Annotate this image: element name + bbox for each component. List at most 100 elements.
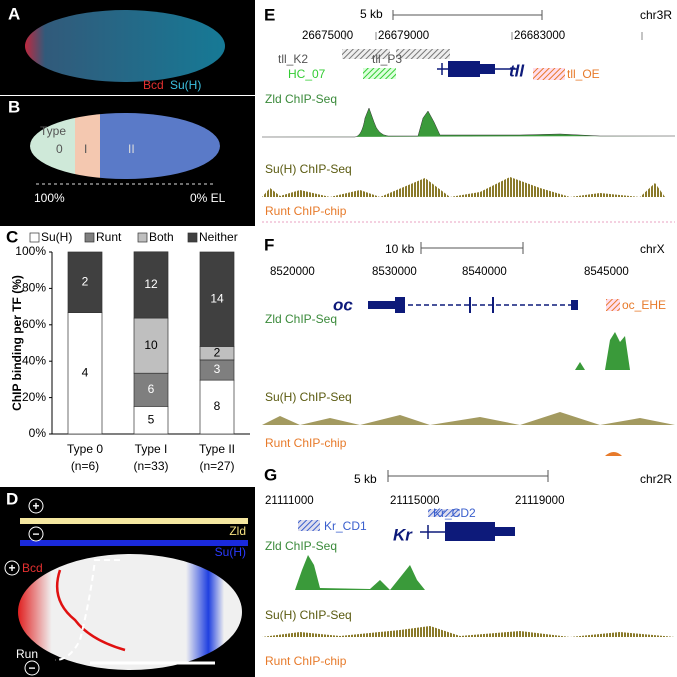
sign: − xyxy=(32,527,39,541)
sign-circle xyxy=(28,498,44,514)
bar-segment xyxy=(133,317,169,374)
region-title: Type xyxy=(40,124,66,138)
element-box xyxy=(363,68,396,79)
element-box xyxy=(533,68,565,80)
region-label: I xyxy=(84,142,87,156)
gene-exon xyxy=(571,300,578,310)
coord: 8545000 xyxy=(584,266,629,278)
panel-label: D xyxy=(6,489,18,508)
legend-swatch xyxy=(187,232,198,243)
sign: + xyxy=(32,499,39,513)
element-box xyxy=(428,509,460,517)
axis-end: 0% EL xyxy=(190,191,226,205)
track-label: Zld ChIP-Seq xyxy=(265,312,337,326)
count-label: 14 xyxy=(210,291,224,305)
bar-segment xyxy=(133,372,169,407)
suh-track xyxy=(262,626,675,637)
coord: 8530000 xyxy=(372,266,417,278)
panel-label: G xyxy=(264,465,277,484)
count-label: 10 xyxy=(144,338,158,352)
legend-label: Runt xyxy=(96,230,122,244)
scale-bar xyxy=(387,470,549,482)
chrom: chrX xyxy=(640,242,665,256)
coord-ticks xyxy=(344,32,643,40)
gene-name: Kr xyxy=(393,525,413,544)
bcd-curve xyxy=(55,569,126,652)
coord: 21111000 xyxy=(265,495,314,507)
y-axis-title: ChIP binding per TF (%) xyxy=(10,275,24,411)
count-label: 2 xyxy=(214,345,221,359)
suh-label: Su(H) xyxy=(215,545,246,559)
element-label: tll_K2 xyxy=(278,52,308,66)
y-tick-label: 80% xyxy=(22,281,46,295)
chrom: chr2R xyxy=(640,472,672,486)
count-label: 2 xyxy=(82,274,89,288)
scale-bar xyxy=(420,242,524,254)
element-label: Kr_CD2 xyxy=(433,506,476,520)
runt-track xyxy=(605,452,622,456)
legend-label: Su(H) xyxy=(41,230,72,244)
element-box xyxy=(342,49,390,59)
panel-label: C xyxy=(6,227,18,246)
bar-segment xyxy=(67,251,103,313)
legend-swatch xyxy=(137,232,148,243)
gene-name: tll xyxy=(509,61,525,80)
bcd-label: Bcd xyxy=(22,561,43,575)
zld-track xyxy=(262,107,675,138)
sign-circle xyxy=(28,526,44,542)
axis-start: 100% xyxy=(34,191,65,205)
region-label: 0 xyxy=(56,142,63,156)
count-label: 4 xyxy=(82,365,89,379)
element-box xyxy=(298,520,320,531)
track-label: Zld ChIP-Seq xyxy=(265,92,337,106)
count-label: 5 xyxy=(148,412,155,426)
count-label: 6 xyxy=(148,382,155,396)
marker-label: Bcd xyxy=(143,78,164,92)
coord: 26675000 xyxy=(302,30,353,42)
track-label: Su(H) ChIP-Seq xyxy=(265,162,352,176)
embryo-image xyxy=(18,554,242,670)
count-label: 3 xyxy=(214,362,221,376)
scale-bar xyxy=(392,10,543,20)
chrom: chr3R xyxy=(640,8,672,22)
legend-label: Neither xyxy=(199,230,238,244)
coord: 26679000 xyxy=(378,30,429,42)
count-label: 12 xyxy=(144,277,158,291)
element-box xyxy=(396,49,450,59)
track-label: Runt ChIP-chip xyxy=(265,204,347,218)
scale-label: 5 kb xyxy=(360,7,383,21)
coord: 21115000 xyxy=(390,495,439,507)
x-tick-sublabel: (n=6) xyxy=(71,459,99,473)
legend-swatch xyxy=(84,232,95,243)
legend-swatch xyxy=(29,232,40,243)
scale-label: 5 kb xyxy=(354,472,377,486)
chart: C Su(H) Runt Both Neither ChIP binding per TF… xyxy=(6,227,250,473)
gene-exon xyxy=(495,527,515,536)
bar-segment xyxy=(67,312,103,435)
gene-exon xyxy=(395,297,405,313)
gene-exon xyxy=(469,297,494,313)
bar-segment xyxy=(199,251,235,347)
panel-g: G 5 kb chr2R 21111000 21115000 21119000 … xyxy=(262,465,675,668)
panel-label: B xyxy=(8,97,20,116)
run-curve xyxy=(54,559,120,661)
y-tick-label: 100% xyxy=(15,244,46,258)
coord: 8520000 xyxy=(270,266,315,278)
count-label: 8 xyxy=(214,399,221,413)
track-label: Runt ChIP-chip xyxy=(265,654,347,668)
y-tick-label: 20% xyxy=(22,390,46,404)
element-label: HC_07 xyxy=(288,67,326,81)
marker-label: Su(H) xyxy=(170,78,201,92)
track-label: Su(H) ChIP-Seq xyxy=(265,390,352,404)
sign-circle xyxy=(24,660,40,676)
x-tick-label: Type I xyxy=(135,442,168,456)
bar-segment xyxy=(133,251,169,319)
y-tick-label: 0% xyxy=(29,426,47,440)
x-tick-label: Type 0 xyxy=(67,442,103,456)
panel-label: E xyxy=(264,5,275,24)
track-label: Runt ChIP-chip xyxy=(265,436,347,450)
embryo-image xyxy=(25,10,225,82)
sign-circle xyxy=(4,560,20,576)
run-label: Run xyxy=(16,647,38,661)
